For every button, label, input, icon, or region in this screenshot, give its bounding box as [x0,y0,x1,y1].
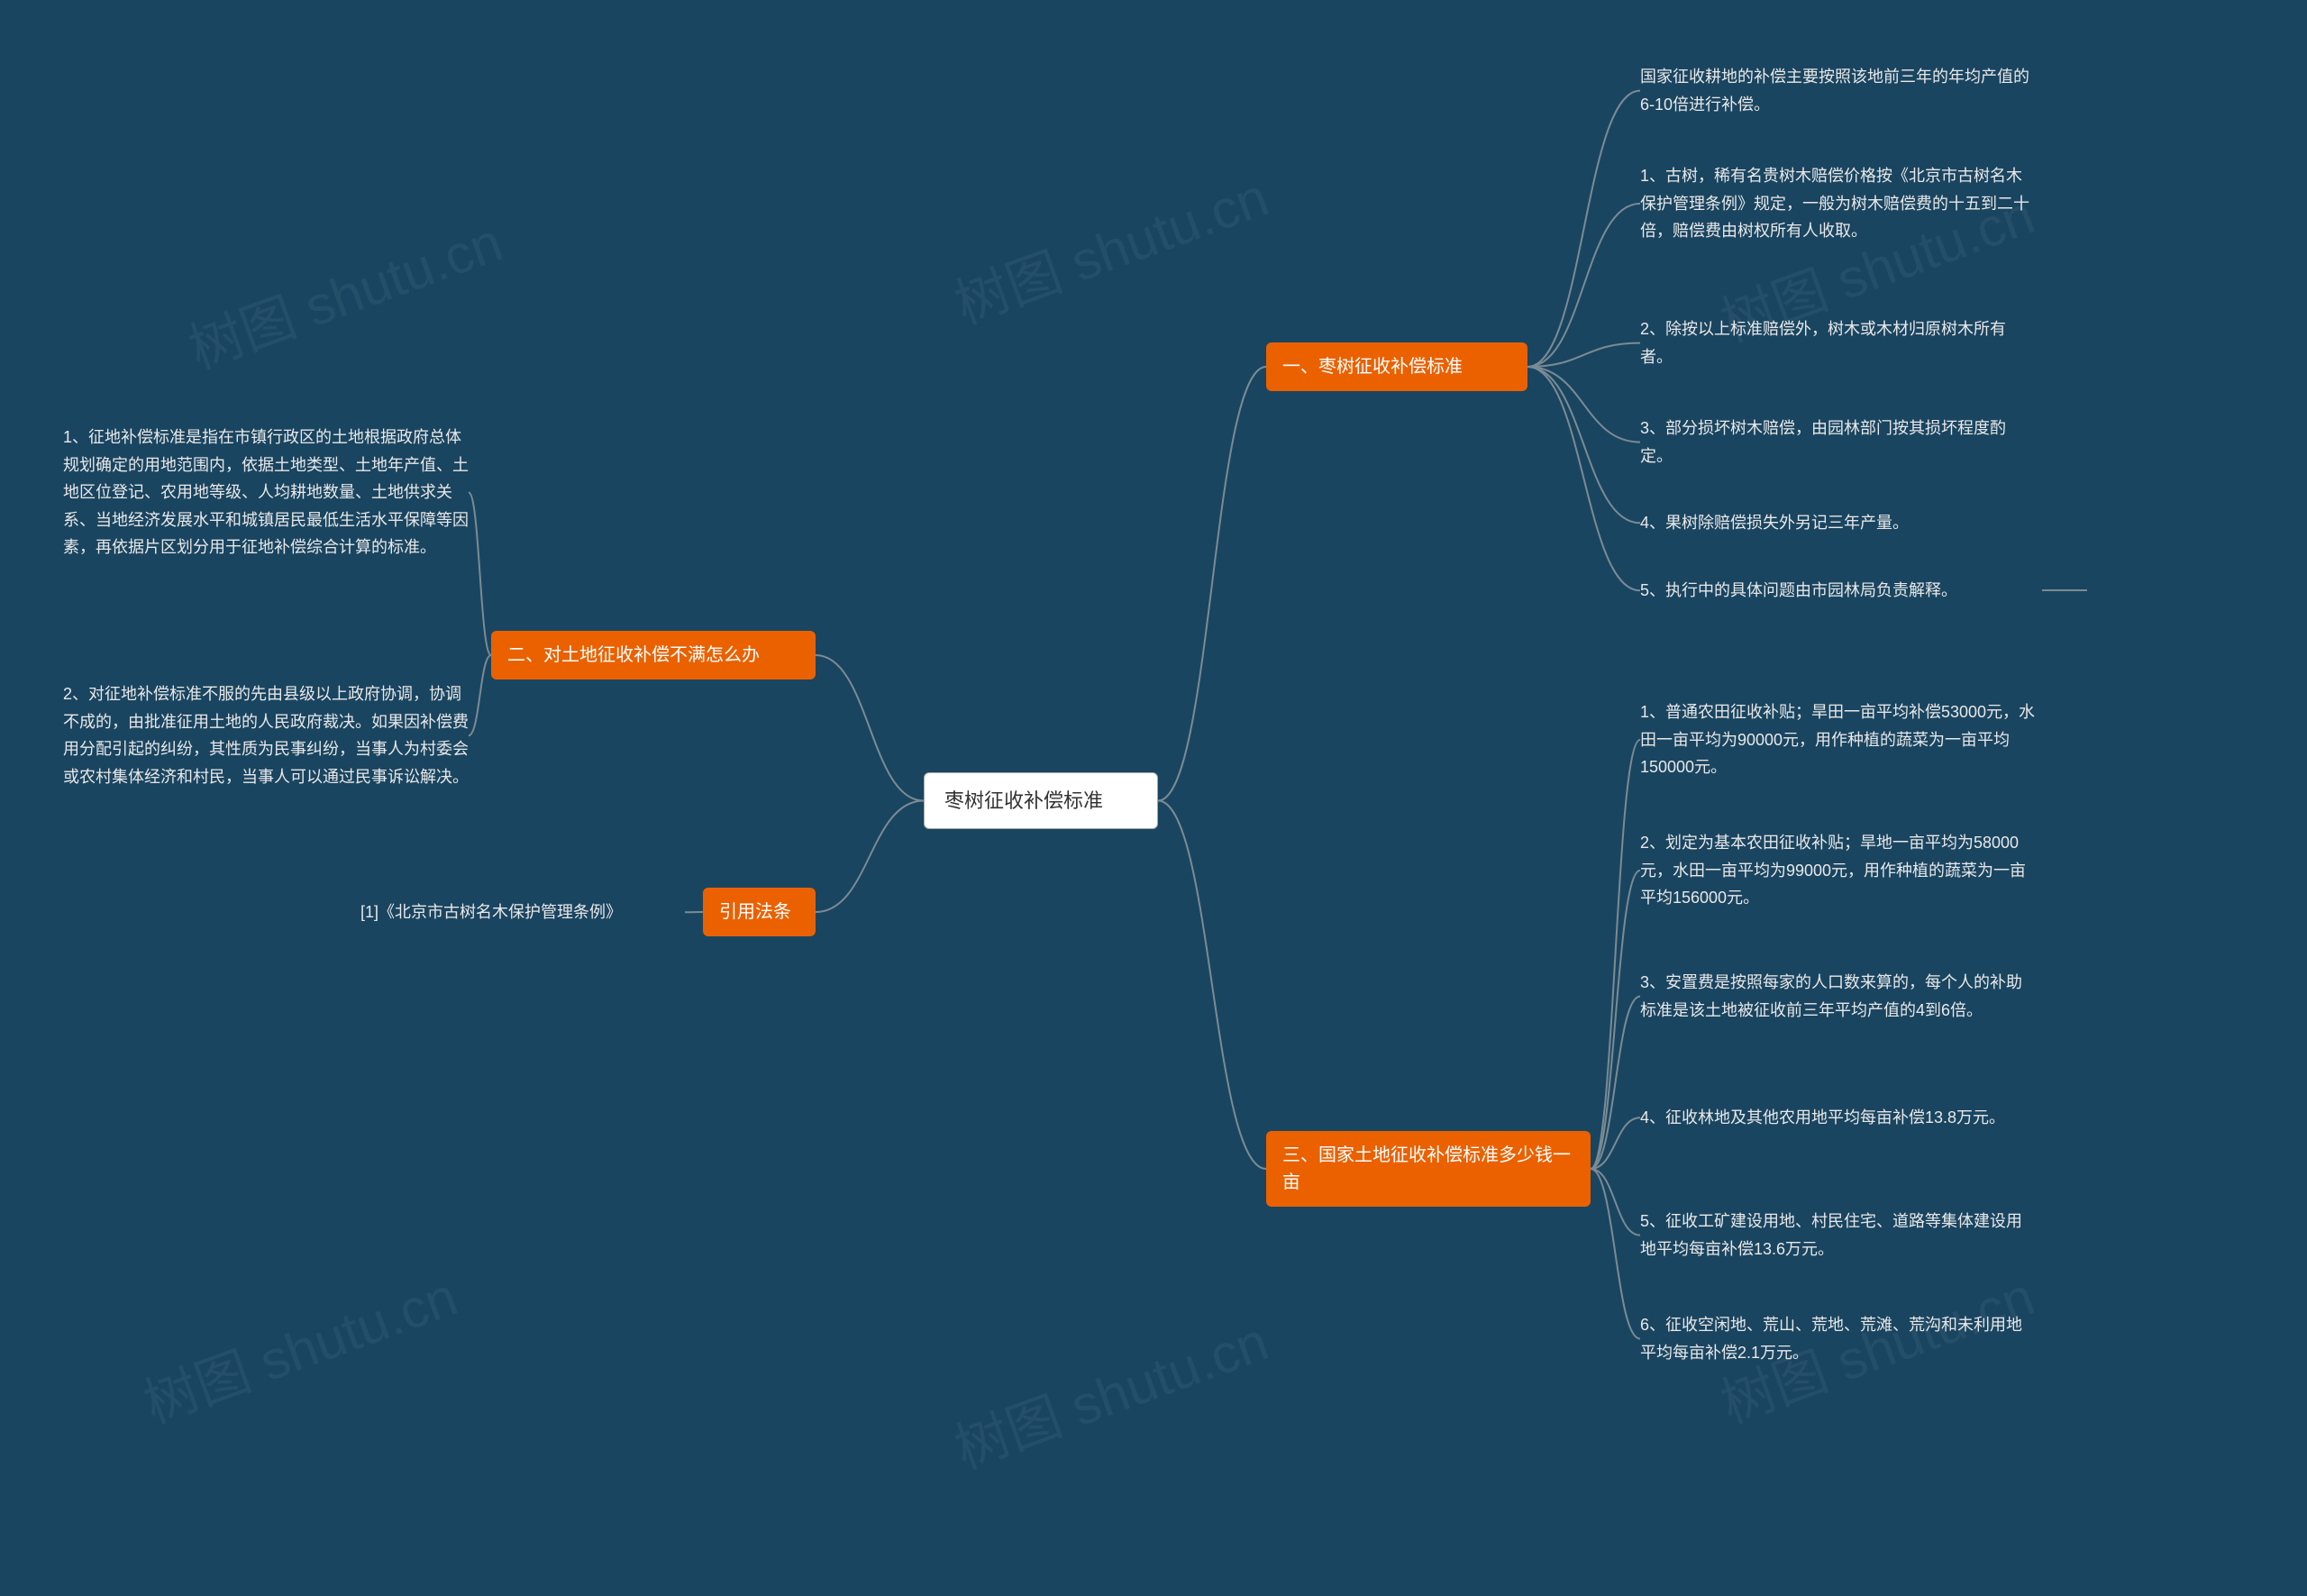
watermark-text: 树图 shutu.cn [943,1298,1277,1483]
edge-tail [2042,589,2087,591]
mindmap-leaf-node: 5、执行中的具体问题由市园林局负责解释。 [1640,577,2037,605]
mindmap-leaf-node: 1、古树，稀有名贵树木赔偿价格按《北京市古树名木保护管理条例》规定，一般为树木赔… [1640,162,2037,245]
mindmap-leaf-node: 1、普通农田征收补贴；旱田一亩平均补偿53000元，水田一亩平均为90000元，… [1640,698,2037,781]
mindmap-branch-node: 一、枣树征收补偿标准 [1266,342,1527,391]
mindmap-leaf-node: [1]《北京市古树名木保护管理条例》 [360,898,685,926]
mindmap-leaf-node: 3、安置费是按照每家的人口数来算的，每个人的补助标准是该土地被征收前三年平均产值… [1640,969,2037,1024]
mindmap-leaf-node: 2、划定为基本农田征收补贴；旱地一亩平均为58000元，水田一亩平均为99000… [1640,829,2037,912]
mindmap-branch-node: 三、国家土地征收补偿标准多少钱一亩 [1266,1131,1591,1207]
watermark-text: 树图 shutu.cn [943,153,1277,339]
mindmap-root-node: 枣树征收补偿标准 [924,772,1158,829]
mindmap-branch-node: 二、对土地征收补偿不满怎么办 [491,631,816,679]
mindmap-leaf-node: 5、征收工矿建设用地、村民住宅、道路等集体建设用地平均每亩补偿13.6万元。 [1640,1208,2037,1263]
watermark-text: 树图 shutu.cn [177,198,511,384]
mindmap-leaf-node: 2、除按以上标准赔偿外，树木或木材归原树木所有者。 [1640,315,2037,370]
mindmap-leaf-node: 1、征地补偿标准是指在市镇行政区的土地根据政府总体规划确定的用地范围内，依据土地… [63,424,469,561]
mindmap-leaf-node: 6、征收空闲地、荒山、荒地、荒滩、荒沟和未利用地平均每亩补偿2.1万元。 [1640,1311,2037,1366]
mindmap-branch-node: 引用法条 [703,888,816,936]
mindmap-leaf-node: 3、部分损坏树木赔偿，由园林部门按其损坏程度酌定。 [1640,415,2037,470]
mindmap-leaf-node: 2、对征地补偿标准不服的先由县级以上政府协调，协调不成的，由批准征用土地的人民政… [63,680,469,790]
mindmap-leaf-node: 4、果树除赔偿损失外另记三年产量。 [1640,509,2037,537]
mindmap-leaf-node: 国家征收耕地的补偿主要按照该地前三年的年均产值的6-10倍进行补偿。 [1640,63,2037,118]
watermark-text: 树图 shutu.cn [132,1253,466,1438]
mindmap-leaf-node: 4、征收林地及其他农用地平均每亩补偿13.8万元。 [1640,1104,2037,1132]
